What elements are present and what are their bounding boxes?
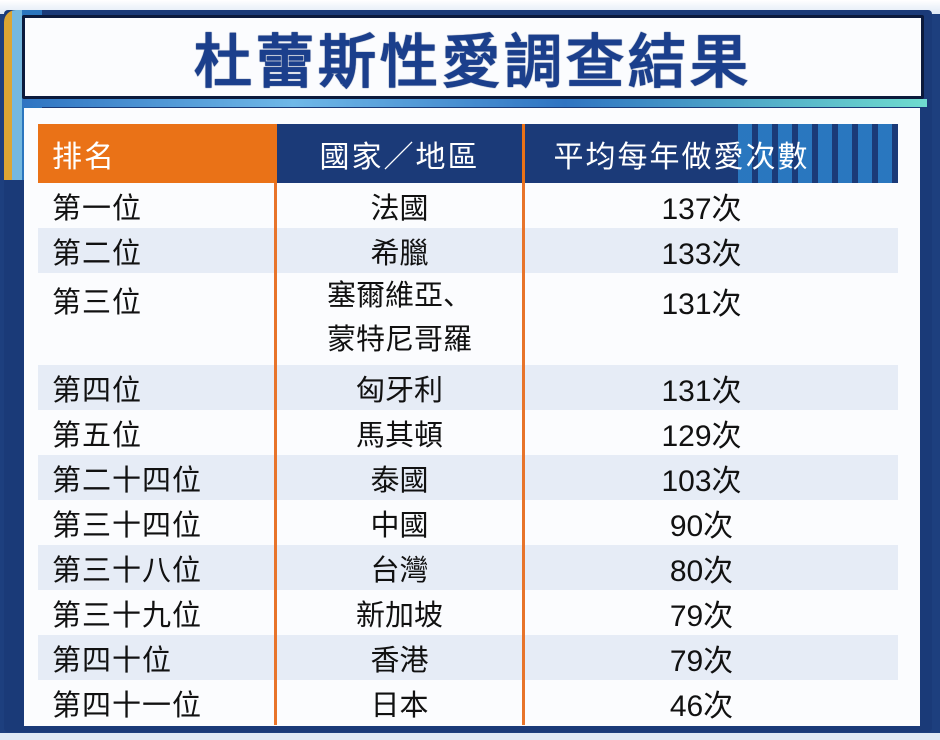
table-row: 第三十八位 台灣 80次: [38, 545, 898, 590]
table-row: 第四十一位 日本 46次: [38, 680, 898, 725]
table-row: 第四十位 香港 79次: [38, 635, 898, 680]
count-cell: 79次: [522, 590, 898, 635]
count-cell: 129次: [522, 410, 898, 455]
header-rank: 排名: [38, 124, 274, 183]
title-banner: 杜蕾斯性愛調查結果: [22, 15, 924, 99]
rank-cell: 第三十九位: [52, 597, 203, 632]
table-row: 第四位 匈牙利 131次: [38, 365, 898, 410]
rank-cell: 第四位: [52, 372, 143, 407]
count-cell: 79次: [522, 635, 898, 680]
count-cell: 131次: [522, 273, 898, 365]
count-cell: 133次: [522, 228, 898, 273]
page-title: 杜蕾斯性愛調查結果: [193, 28, 752, 96]
table-row: 第三十九位 新加坡 79次: [38, 590, 898, 635]
count-cell: 137次: [522, 183, 898, 228]
table-row: 第三位 塞爾維亞、 蒙特尼哥羅 131次: [38, 273, 898, 365]
table-row: 第一位 法國 137次: [38, 183, 898, 228]
count-cell: 80次: [522, 545, 898, 590]
country-cell: 台灣: [274, 545, 522, 590]
frame-bottom: [0, 733, 940, 740]
table-header: 排名 國家／地區 平均每年做愛次數: [38, 124, 898, 183]
table-row: 第二十四位 泰國 103次: [38, 455, 898, 500]
country-cell: 香港: [274, 635, 522, 680]
results-table: 排名 國家／地區 平均每年做愛次數 第一位 法國 137次 第二位 希臘 133…: [38, 124, 898, 725]
stripe-decoration: [738, 124, 898, 183]
country-cell: 中國: [274, 500, 522, 545]
country-cell: 希臘: [274, 228, 522, 273]
rank-cell: 第一位: [52, 190, 143, 225]
rank-cell: 第五位: [52, 417, 143, 452]
table-panel: [24, 108, 920, 726]
count-cell: 131次: [522, 365, 898, 410]
rank-cell: 第三十四位: [52, 507, 203, 542]
header-frequency-label: 平均每年做愛次數: [553, 139, 810, 175]
country-cell: 匈牙利: [274, 365, 522, 410]
header-country: 國家／地區: [274, 124, 522, 183]
table-row: 第五位 馬其頓 129次: [38, 410, 898, 455]
rank-cell: 第三位: [52, 285, 143, 319]
rank-cell: 第二位: [52, 235, 143, 270]
header-frequency: 平均每年做愛次數: [522, 124, 898, 183]
country-cell: 新加坡: [274, 590, 522, 635]
country-line-1: 塞爾維亞、: [326, 278, 472, 312]
country-cell: 塞爾維亞、 蒙特尼哥羅: [274, 273, 522, 365]
table-row: 第二位 希臘 133次: [38, 228, 898, 273]
table-row: 第三十四位 中國 90次: [38, 500, 898, 545]
count-cell: 103次: [522, 455, 898, 500]
rank-cell: 第三十八位: [52, 552, 203, 587]
count-cell: 46次: [522, 680, 898, 725]
country-cell: 日本: [274, 680, 522, 725]
country-cell: 法國: [274, 183, 522, 228]
country-cell: 泰國: [274, 455, 522, 500]
title-underline-decoration: [22, 99, 927, 107]
rank-cell: 第二十四位: [52, 462, 203, 497]
rank-cell: 第四十位: [52, 642, 173, 677]
country-line-2: 蒙特尼哥羅: [326, 322, 472, 356]
count-cell: 90次: [522, 500, 898, 545]
country-cell: 馬其頓: [274, 410, 522, 455]
rank-cell: 第四十一位: [52, 687, 203, 722]
